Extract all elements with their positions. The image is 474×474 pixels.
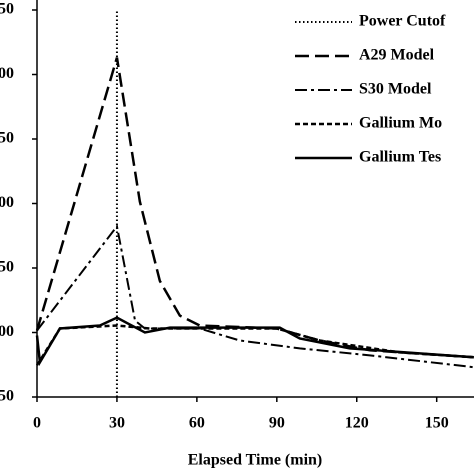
x-tick-label: 120 <box>345 415 369 432</box>
y-tick-label: 50 <box>0 1 14 18</box>
legend-label: S30 Model <box>359 81 432 98</box>
x-tick-label: 30 <box>109 415 125 432</box>
y-tick-label: 50 <box>0 259 14 276</box>
legend-label: Gallium Mo <box>359 115 442 132</box>
x-tick-label: 0 <box>33 415 41 432</box>
x-tick-label: 90 <box>269 415 285 432</box>
y-tick-label: 50 <box>0 130 14 147</box>
legend-label: A29 Model <box>359 47 435 64</box>
y-tick-label: 50 <box>0 388 14 405</box>
y-tick-label: 00 <box>0 323 14 340</box>
legend-label: Power Cutof <box>359 13 446 30</box>
line-series <box>36 223 474 369</box>
line-series <box>35 316 474 367</box>
legend-label: Gallium Tes <box>359 149 441 166</box>
y-tick-label: 00 <box>0 65 14 82</box>
legend-bg <box>290 9 474 35</box>
x-tick-label: 150 <box>425 415 449 432</box>
x-tick-label: 60 <box>189 415 205 432</box>
y-tick-label: 00 <box>0 194 14 211</box>
x-axis-label: Elapsed Time (min) <box>188 452 323 469</box>
